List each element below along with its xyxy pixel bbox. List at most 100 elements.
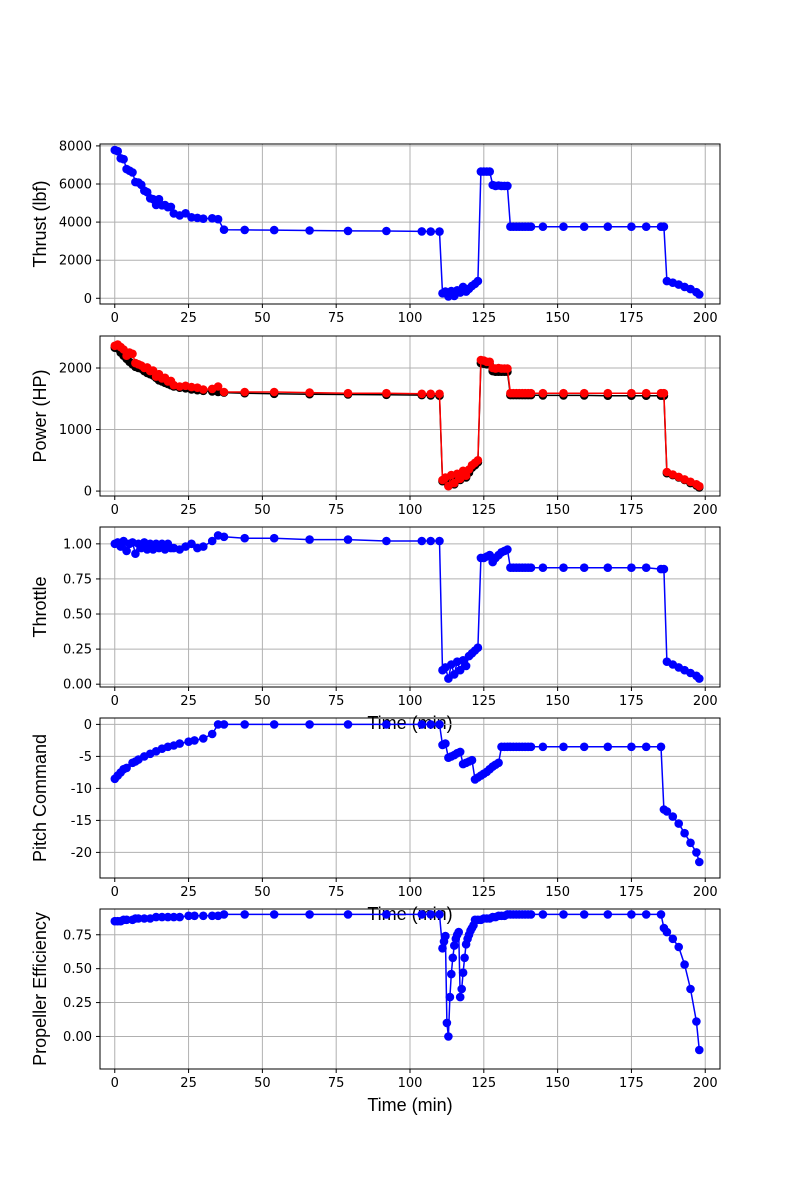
data-point: [417, 536, 427, 546]
data-point: [485, 167, 495, 176]
data-point: [526, 563, 536, 572]
data-point: [343, 910, 353, 919]
axes-frame: [99, 908, 721, 1070]
data-point: [382, 536, 391, 546]
data-point: [382, 910, 391, 919]
data-point: [190, 911, 199, 921]
y-tick-label: 1.00: [63, 537, 92, 552]
data-point: [269, 910, 279, 919]
data-point: [603, 910, 613, 919]
x-tick-label: 175: [619, 503, 644, 518]
data-point: [538, 222, 548, 231]
data-point: [163, 912, 173, 922]
data-point: [526, 742, 536, 752]
x-tick-label: 0: [111, 311, 119, 326]
data-point: [426, 536, 436, 546]
series-1: [110, 145, 704, 301]
data-point: [343, 535, 353, 544]
data-point: [426, 720, 436, 729]
data-point: [526, 910, 536, 919]
data-point: [674, 942, 683, 952]
data-point: [656, 742, 666, 752]
data-point: [435, 536, 444, 546]
y-axis-label: Throttle: [30, 576, 50, 637]
data-point: [458, 968, 468, 977]
x-tick-label: 100: [398, 694, 423, 709]
series-1: [110, 343, 704, 492]
data-point: [668, 812, 678, 821]
data-point: [122, 763, 131, 773]
data-point: [219, 387, 229, 397]
data-point: [213, 720, 223, 729]
data-point: [445, 992, 455, 1002]
data-point: [435, 720, 444, 729]
data-point: [441, 739, 450, 748]
data-point: [448, 953, 458, 963]
data-point: [526, 222, 536, 231]
panel-3: 0 25 50 75 100 125 150 175 200 0.00 0.25 0.50 0.75 1.…: [30, 526, 721, 733]
data-point: [627, 222, 636, 231]
x-tick-label: 50: [254, 1076, 271, 1091]
x-tick-label: 100: [398, 503, 423, 518]
y-tick-label: 1000: [59, 423, 92, 438]
data-point: [151, 912, 161, 922]
data-point: [659, 388, 669, 398]
data-point: [305, 535, 314, 544]
data-point: [455, 747, 465, 757]
x-tick-label: 150: [545, 1076, 570, 1091]
data-point: [240, 910, 249, 919]
y-tick-label: 4000: [59, 216, 92, 231]
data-point: [526, 388, 536, 398]
x-tick-label: 200: [693, 503, 718, 518]
data-point: [447, 969, 456, 979]
y-tick-label: 0.00: [63, 678, 92, 693]
data-point: [187, 539, 196, 549]
series-line: [114, 534, 700, 680]
data-point: [579, 222, 589, 231]
data-point: [656, 910, 666, 919]
data-point: [473, 276, 483, 286]
data-point: [659, 564, 669, 574]
x-tick-label: 25: [180, 503, 197, 518]
data-point: [559, 910, 568, 919]
x-tick-label: 25: [180, 694, 197, 709]
data-point: [455, 992, 465, 1002]
data-point: [343, 720, 353, 729]
data-point: [473, 456, 483, 465]
data-point: [240, 387, 249, 397]
y-tick-label: 0.25: [63, 996, 92, 1011]
data-point: [457, 984, 467, 994]
data-point: [695, 1045, 704, 1055]
y-tick-label: 0.75: [63, 572, 92, 587]
series-line: [114, 149, 700, 298]
data-point: [190, 736, 199, 745]
data-point: [199, 385, 208, 394]
data-point: [473, 643, 483, 652]
data-point: [199, 911, 208, 921]
data-point: [461, 661, 471, 671]
x-tick-label: 100: [398, 885, 423, 900]
y-axis-label: Power (HP): [30, 369, 50, 462]
data-point: [305, 910, 314, 919]
data-point: [213, 214, 223, 224]
data-point: [579, 388, 589, 398]
data-point: [131, 549, 140, 558]
data-point: [695, 857, 704, 867]
data-point: [692, 848, 701, 857]
data-point: [680, 828, 689, 838]
data-point: [119, 154, 128, 164]
data-point: [207, 729, 217, 739]
x-tick-label: 150: [545, 885, 570, 900]
y-tick-label: -20: [71, 846, 92, 861]
data-point: [140, 914, 149, 923]
x-tick-label: 75: [328, 694, 345, 709]
data-point: [695, 674, 704, 683]
x-tick-label: 0: [111, 885, 119, 900]
x-tick-label: 175: [619, 694, 644, 709]
data-point: [417, 227, 427, 236]
x-tick-label: 100: [398, 311, 423, 326]
data-point: [382, 388, 391, 398]
data-point: [305, 720, 314, 729]
x-tick-label: 125: [471, 311, 496, 326]
